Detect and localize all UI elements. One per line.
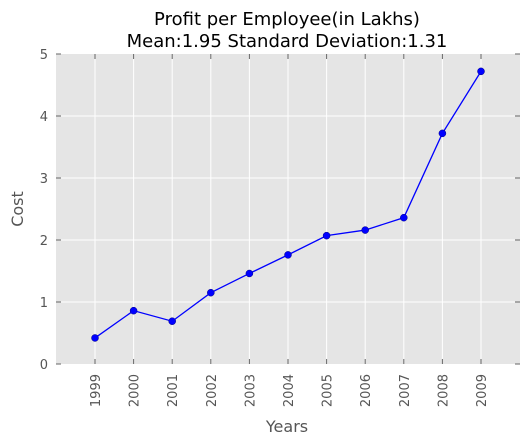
x-tick-label: 2000 (128, 374, 143, 407)
data-point (400, 213, 408, 222)
x-tick-label: 2008 (436, 374, 451, 407)
x-tick-label: 2002 (205, 374, 220, 407)
grid (56, 54, 520, 364)
y-tick-label: 5 (40, 48, 48, 63)
x-tick-label: 2006 (359, 374, 374, 407)
y-tick-label: 3 (40, 172, 48, 187)
x-tick-label: 2005 (321, 374, 336, 407)
x-tick-label: 2003 (243, 374, 258, 407)
data-point (168, 317, 176, 325)
chart-title: Profit per Employee(in Lakhs) (154, 9, 420, 30)
data-point (284, 251, 292, 259)
data-point (477, 67, 485, 76)
x-axis-label: Years (265, 417, 308, 436)
x-tick-label: 1999 (89, 374, 104, 407)
data-series (91, 67, 485, 342)
data-point (245, 269, 254, 278)
data-point (438, 129, 447, 138)
x-tick-label: 2009 (475, 374, 490, 407)
y-axis-label: Cost (8, 191, 27, 227)
y-tick-label: 0 (40, 358, 48, 373)
y-tick-label: 1 (40, 296, 48, 311)
data-point (322, 231, 331, 240)
data-point (207, 288, 215, 297)
x-tick-label: 2007 (398, 374, 413, 407)
axis-ticks: 0 1 2 3 4 5 1999 2000 2001 2002 2003 2004 2005 2006 20… (40, 48, 520, 407)
y-tick-label: 4 (40, 110, 48, 125)
data-point (361, 226, 369, 234)
x-tick-label: 2004 (282, 374, 297, 407)
data-point (129, 306, 138, 315)
y-tick-label: 2 (40, 234, 48, 249)
data-point (91, 334, 99, 342)
chart-subtitle: Mean:1.95 Standard Deviation:1.31 (127, 31, 448, 52)
x-tick-label: 2001 (166, 374, 181, 407)
